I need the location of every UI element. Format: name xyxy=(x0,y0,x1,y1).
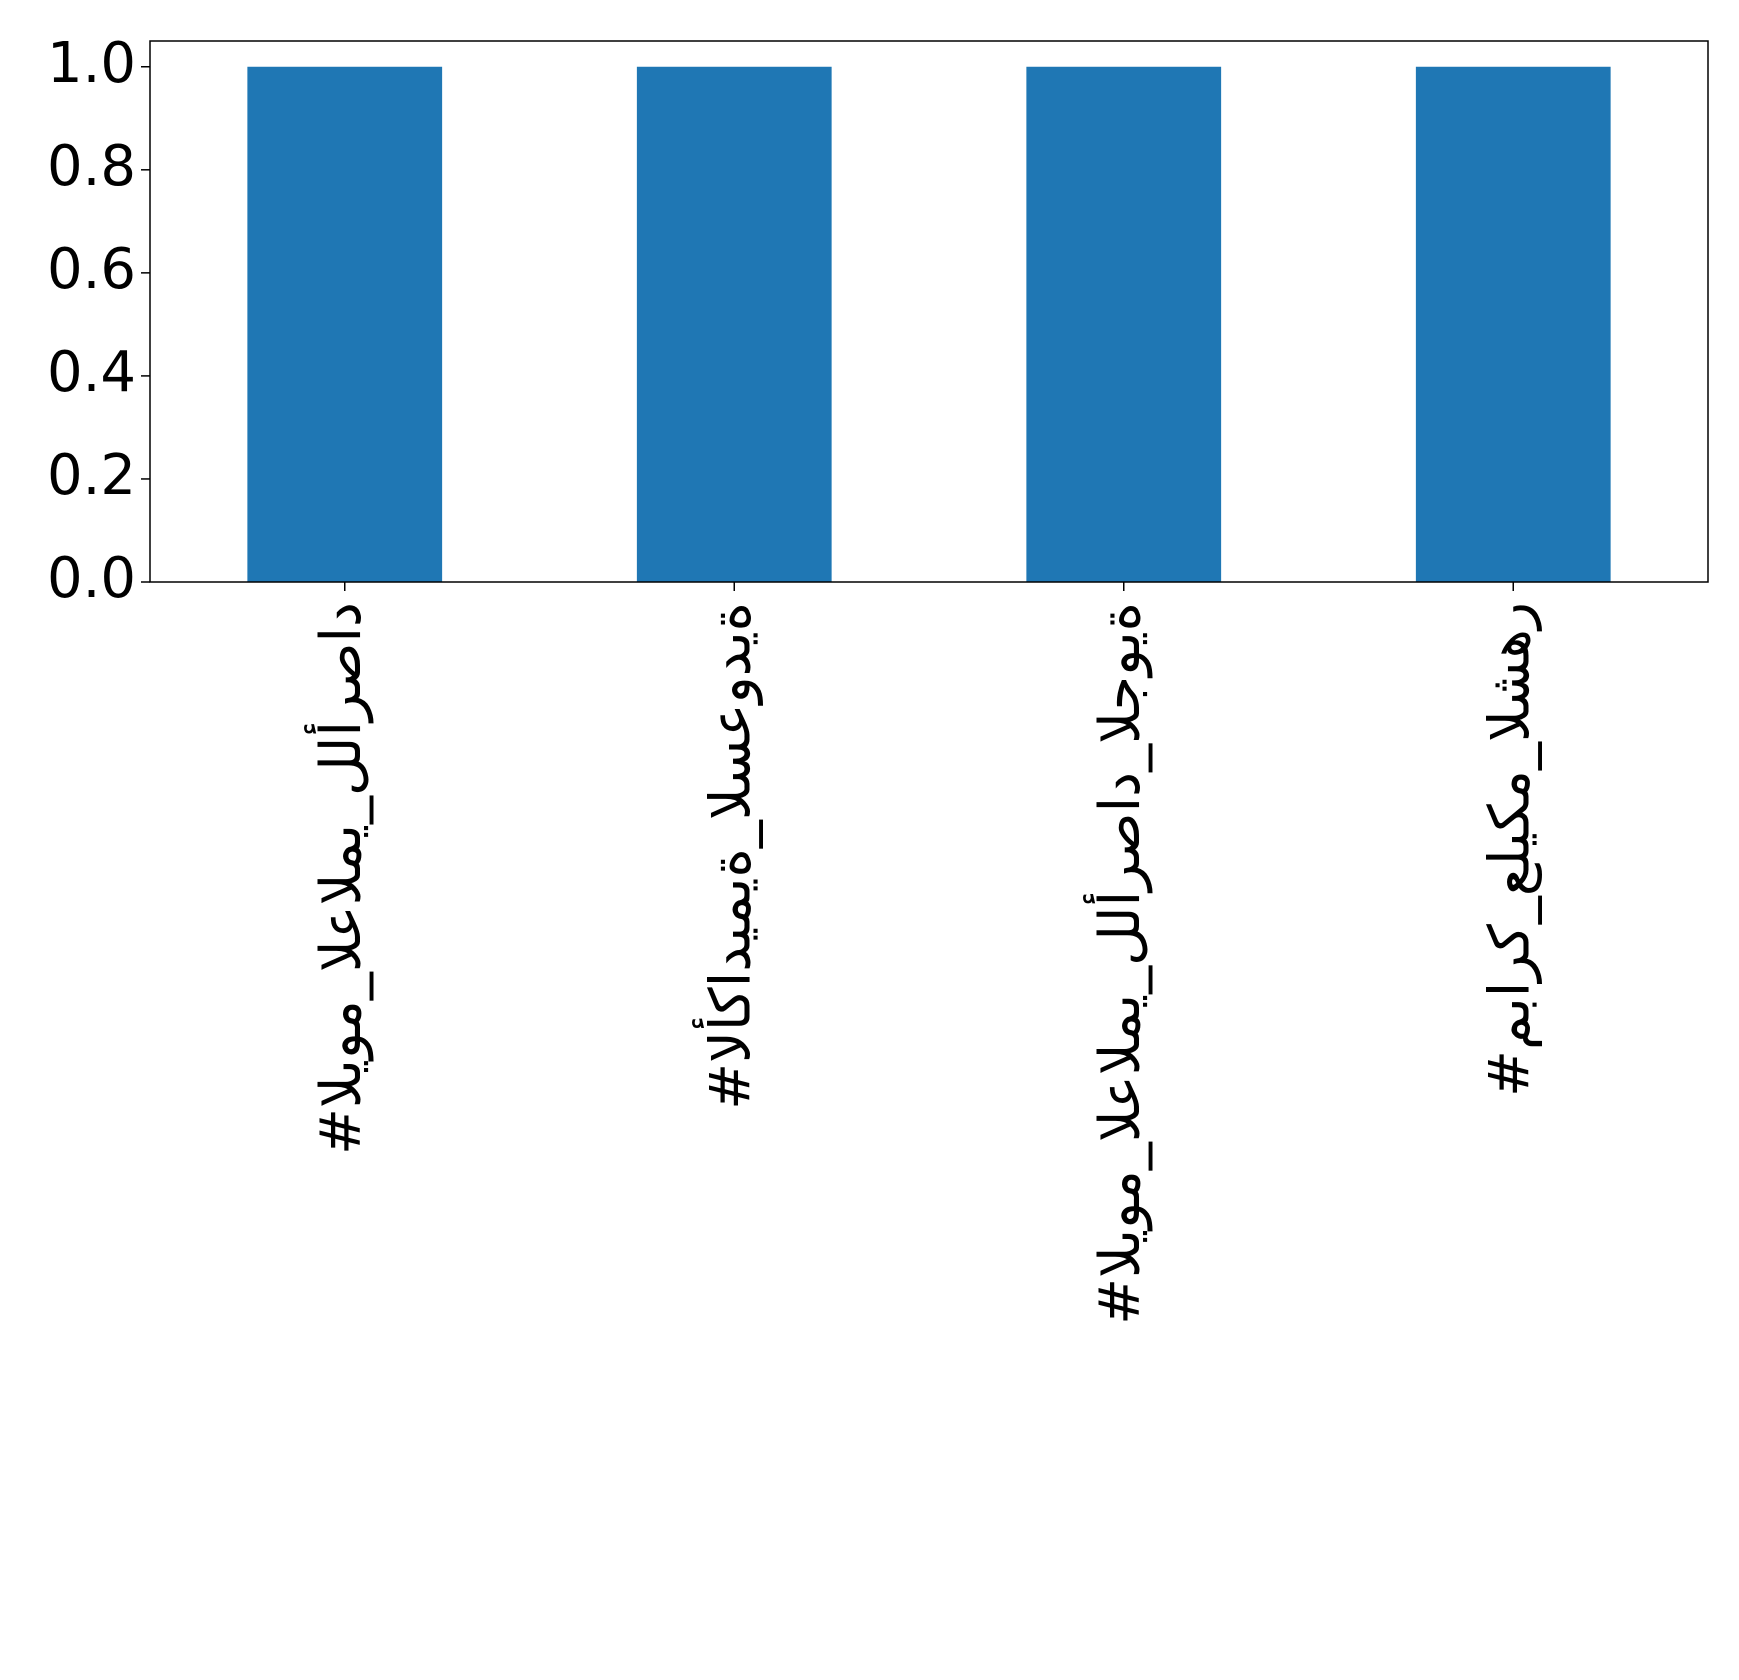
x-tick-label: #اليوم_العالمي_للأرصاد xyxy=(304,602,374,1155)
x-tick-label: #اليوم_العالمي_للأرصاد_الجوية xyxy=(1083,602,1153,1325)
plot-frame xyxy=(149,40,1709,583)
bar xyxy=(1415,66,1611,582)
y-tick-label: 0.4 xyxy=(47,340,136,405)
bar xyxy=(1026,66,1222,582)
y-tick-label: 1.0 xyxy=(47,31,136,96)
x-tick-label: #مبارك_عليكم_الشهر xyxy=(1477,602,1542,1097)
y-tick-label: 0.2 xyxy=(47,443,136,508)
y-tick-label: 0.6 xyxy=(47,237,136,302)
x-tick-label: #الأكاديمية_السعودية xyxy=(691,602,763,1110)
y-tick-label: 0.8 xyxy=(47,134,136,199)
bar xyxy=(247,66,443,582)
bar xyxy=(636,66,832,582)
y-tick-label: 0.0 xyxy=(47,546,136,611)
